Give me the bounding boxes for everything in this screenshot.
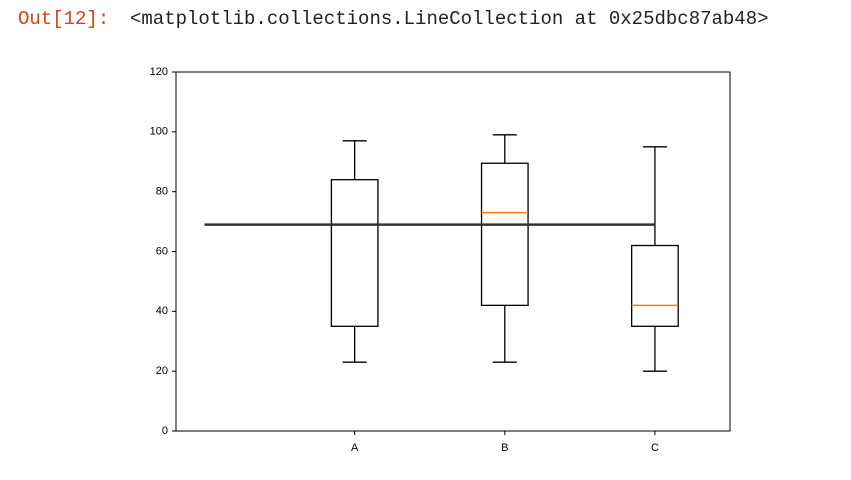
box: [631, 244, 679, 327]
box: [330, 179, 379, 327]
output-text: <matplotlib.collections.LineCollection a…: [130, 8, 769, 30]
output-prompt: Out[12]:: [18, 8, 110, 30]
y-tick-label: 20: [156, 365, 168, 377]
y-tick-label: 0: [162, 425, 168, 437]
plot-frame: [175, 71, 731, 432]
x-tick-label: B: [501, 442, 508, 454]
y-tick-label: 40: [156, 305, 168, 317]
y-tick-label: 120: [150, 66, 168, 78]
x-tick-label: A: [351, 442, 359, 454]
y-tick-label: 60: [156, 245, 168, 257]
box: [480, 162, 529, 307]
x-tick-label: C: [651, 442, 659, 454]
y-tick-label: 80: [156, 186, 168, 198]
y-tick-label: 100: [150, 126, 168, 138]
